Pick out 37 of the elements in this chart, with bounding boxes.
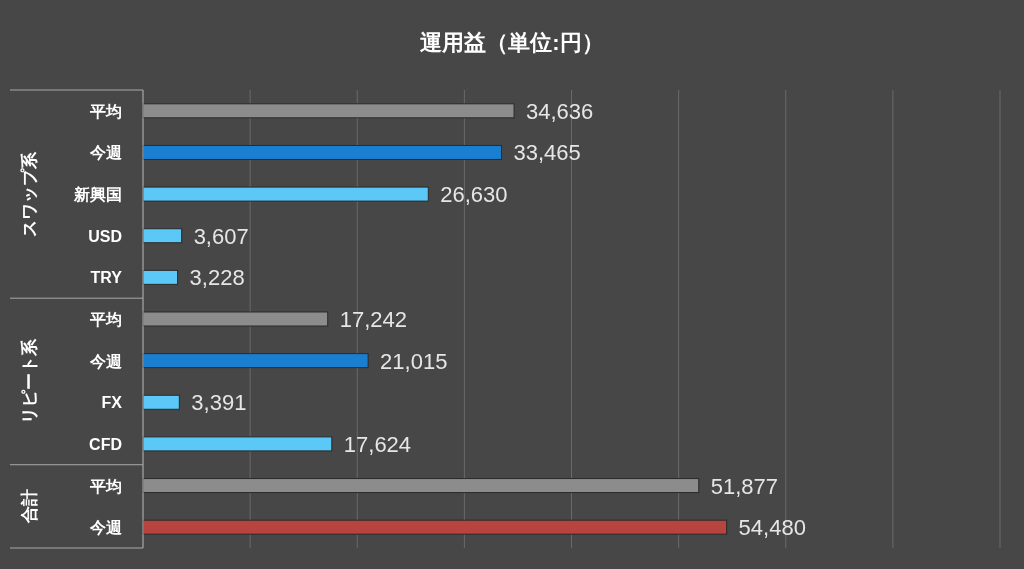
bar [142,228,183,244]
bar [142,353,369,369]
data-label: 26,630 [440,182,508,208]
data-label: 3,228 [189,265,245,291]
text: 合計 [20,489,39,525]
bar [142,269,179,285]
y-tick-label: TRY [90,269,123,287]
bar [142,186,429,202]
chart-title: 運用益（単位:円） [420,30,604,55]
y-tick-label: 平均 [89,477,122,495]
y-tick-label: 今週 [89,352,123,370]
y-tick-label: FX [101,394,123,412]
data-label: 17,624 [343,431,412,457]
y-tick-label: USD [88,227,122,245]
bar [142,394,180,410]
data-label: 34,636 [526,98,594,124]
y-tick-label: 今週 [89,144,123,162]
bar [142,478,700,494]
bar [142,436,333,452]
y-tick-label: 平均 [89,102,122,120]
bar [142,144,502,160]
data-label: 33,465 [513,140,581,166]
y-tick-label: 平均 [89,311,122,328]
data-label: 3,607 [193,223,249,249]
text: リピート系 [20,337,39,424]
bar [142,519,728,535]
bar [142,311,329,327]
data-label: 54,480 [738,515,806,541]
data-label: 21,015 [380,348,448,374]
data-label: 51,877 [710,473,779,499]
data-label: 3,391 [191,390,247,416]
data-label: 17,242 [339,307,407,332]
y-tick-label: CFD [89,435,122,453]
bar [142,103,515,119]
text: スワップ系 [20,150,39,237]
y-tick-label: 今週 [89,519,123,537]
y-tick-label: 新興国 [73,186,122,204]
